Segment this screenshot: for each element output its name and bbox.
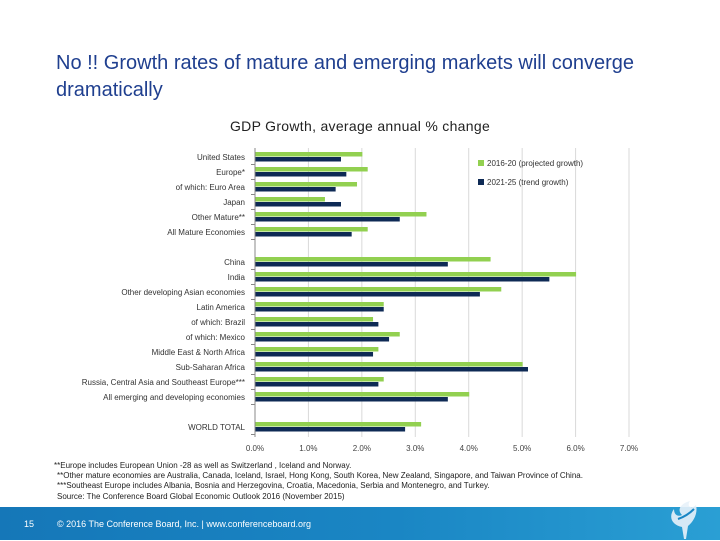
- category-label: WORLD TOTAL: [188, 423, 245, 432]
- bar-2016-20: [255, 272, 577, 277]
- bar-2021-25: [255, 367, 528, 372]
- bar-2016-20: [255, 182, 358, 187]
- slide-title: No !! Growth rates of mature and emergin…: [56, 52, 635, 101]
- x-tick-label: 4.0%: [460, 444, 478, 453]
- page-number: 15: [24, 519, 35, 529]
- bar-2016-20: [255, 332, 400, 337]
- legend-label: 2016-20 (projected growth): [487, 159, 583, 168]
- bar-2016-20: [255, 287, 502, 292]
- bar-2021-25: [255, 157, 341, 162]
- category-label: Russia, Central Asia and Southeast Europ…: [82, 378, 245, 387]
- legend-swatch: [478, 160, 484, 166]
- x-tick-label: 1.0%: [299, 444, 317, 453]
- category-label: Middle East & North Africa: [152, 348, 246, 357]
- bar-2016-20: [255, 152, 363, 157]
- bar-2021-25: [255, 337, 390, 342]
- chart-title: GDP Growth, average annual % change: [229, 118, 491, 134]
- gdp-growth-chart: 0.0% 1.0% 2.0% 3.0% 4.0% 5.0% 6.0% 7.0% United S…: [82, 148, 638, 453]
- bar-2021-25: [255, 427, 406, 432]
- bar-2016-20: [255, 197, 325, 202]
- bar-2021-25: [255, 397, 448, 402]
- bar-2016-20: [255, 347, 379, 352]
- source-note: Source: The Conference Board Global Econ…: [57, 491, 345, 501]
- x-tick-label: 7.0%: [620, 444, 638, 453]
- category-label: of which: Euro Area: [176, 183, 246, 192]
- category-label: All Mature Economies: [167, 228, 245, 237]
- bar-2016-20: [255, 362, 523, 367]
- bar-2016-20: [255, 377, 384, 382]
- bar-2021-25: [255, 187, 336, 192]
- bar-2021-25: [255, 202, 341, 207]
- bar-2021-25: [255, 382, 379, 387]
- category-label: Other developing Asian economies: [121, 288, 245, 297]
- bar-2016-20: [255, 227, 368, 232]
- footnote: **Other mature economies are Australia, …: [57, 471, 583, 481]
- conference-board-torch-logo-icon: [671, 501, 697, 539]
- category-label: Latin America: [197, 303, 246, 312]
- legend-swatch: [478, 179, 484, 185]
- category-label: Other Mature**: [192, 213, 245, 222]
- bar-2021-25: [255, 277, 550, 282]
- bar-2021-25: [255, 217, 400, 222]
- category-label: Japan: [223, 198, 245, 207]
- bar-2016-20: [255, 167, 368, 172]
- bar-2016-20: [255, 302, 384, 307]
- x-tick-label: 2.0%: [353, 444, 371, 453]
- bar-2016-20: [255, 257, 491, 262]
- category-label: of which: Mexico: [186, 333, 246, 342]
- bar-2021-25: [255, 322, 379, 327]
- x-tick-label: 5.0%: [513, 444, 531, 453]
- category-label: All emerging and developing economies: [103, 393, 245, 402]
- bar-2016-20: [255, 392, 470, 397]
- category-label: United States: [197, 153, 245, 162]
- bar-2016-20: [255, 317, 374, 322]
- bar-2021-25: [255, 172, 347, 177]
- footnotes: **Europe includes European Union -28 as …: [54, 461, 583, 502]
- footer-bar: 15 © 2016 The Conference Board, Inc. | w…: [0, 501, 720, 540]
- category-label: Europe*: [216, 168, 245, 177]
- bar-2021-25: [255, 352, 374, 357]
- copyright-text: © 2016 The Conference Board, Inc. | www.…: [57, 519, 311, 529]
- x-tick-label: 0.0%: [246, 444, 264, 453]
- category-label: China: [224, 258, 245, 267]
- x-tick-label: 6.0%: [566, 444, 584, 453]
- bar-2016-20: [255, 422, 422, 427]
- bar-2021-25: [255, 232, 352, 237]
- bar-2016-20: [255, 212, 427, 217]
- legend-label: 2021-25 (trend growth): [487, 178, 569, 187]
- category-label: of which: Brazil: [191, 318, 245, 327]
- footnote: **Europe includes European Union -28 as …: [54, 461, 352, 470]
- bar-2021-25: [255, 262, 448, 267]
- category-label: Sub-Saharan Africa: [176, 363, 246, 372]
- footnote: ***Southeast Europe includes Albania, Bo…: [57, 481, 490, 491]
- x-tick-label: 3.0%: [406, 444, 424, 453]
- category-label: India: [228, 273, 246, 282]
- bar-2021-25: [255, 292, 480, 297]
- bar-2021-25: [255, 307, 384, 312]
